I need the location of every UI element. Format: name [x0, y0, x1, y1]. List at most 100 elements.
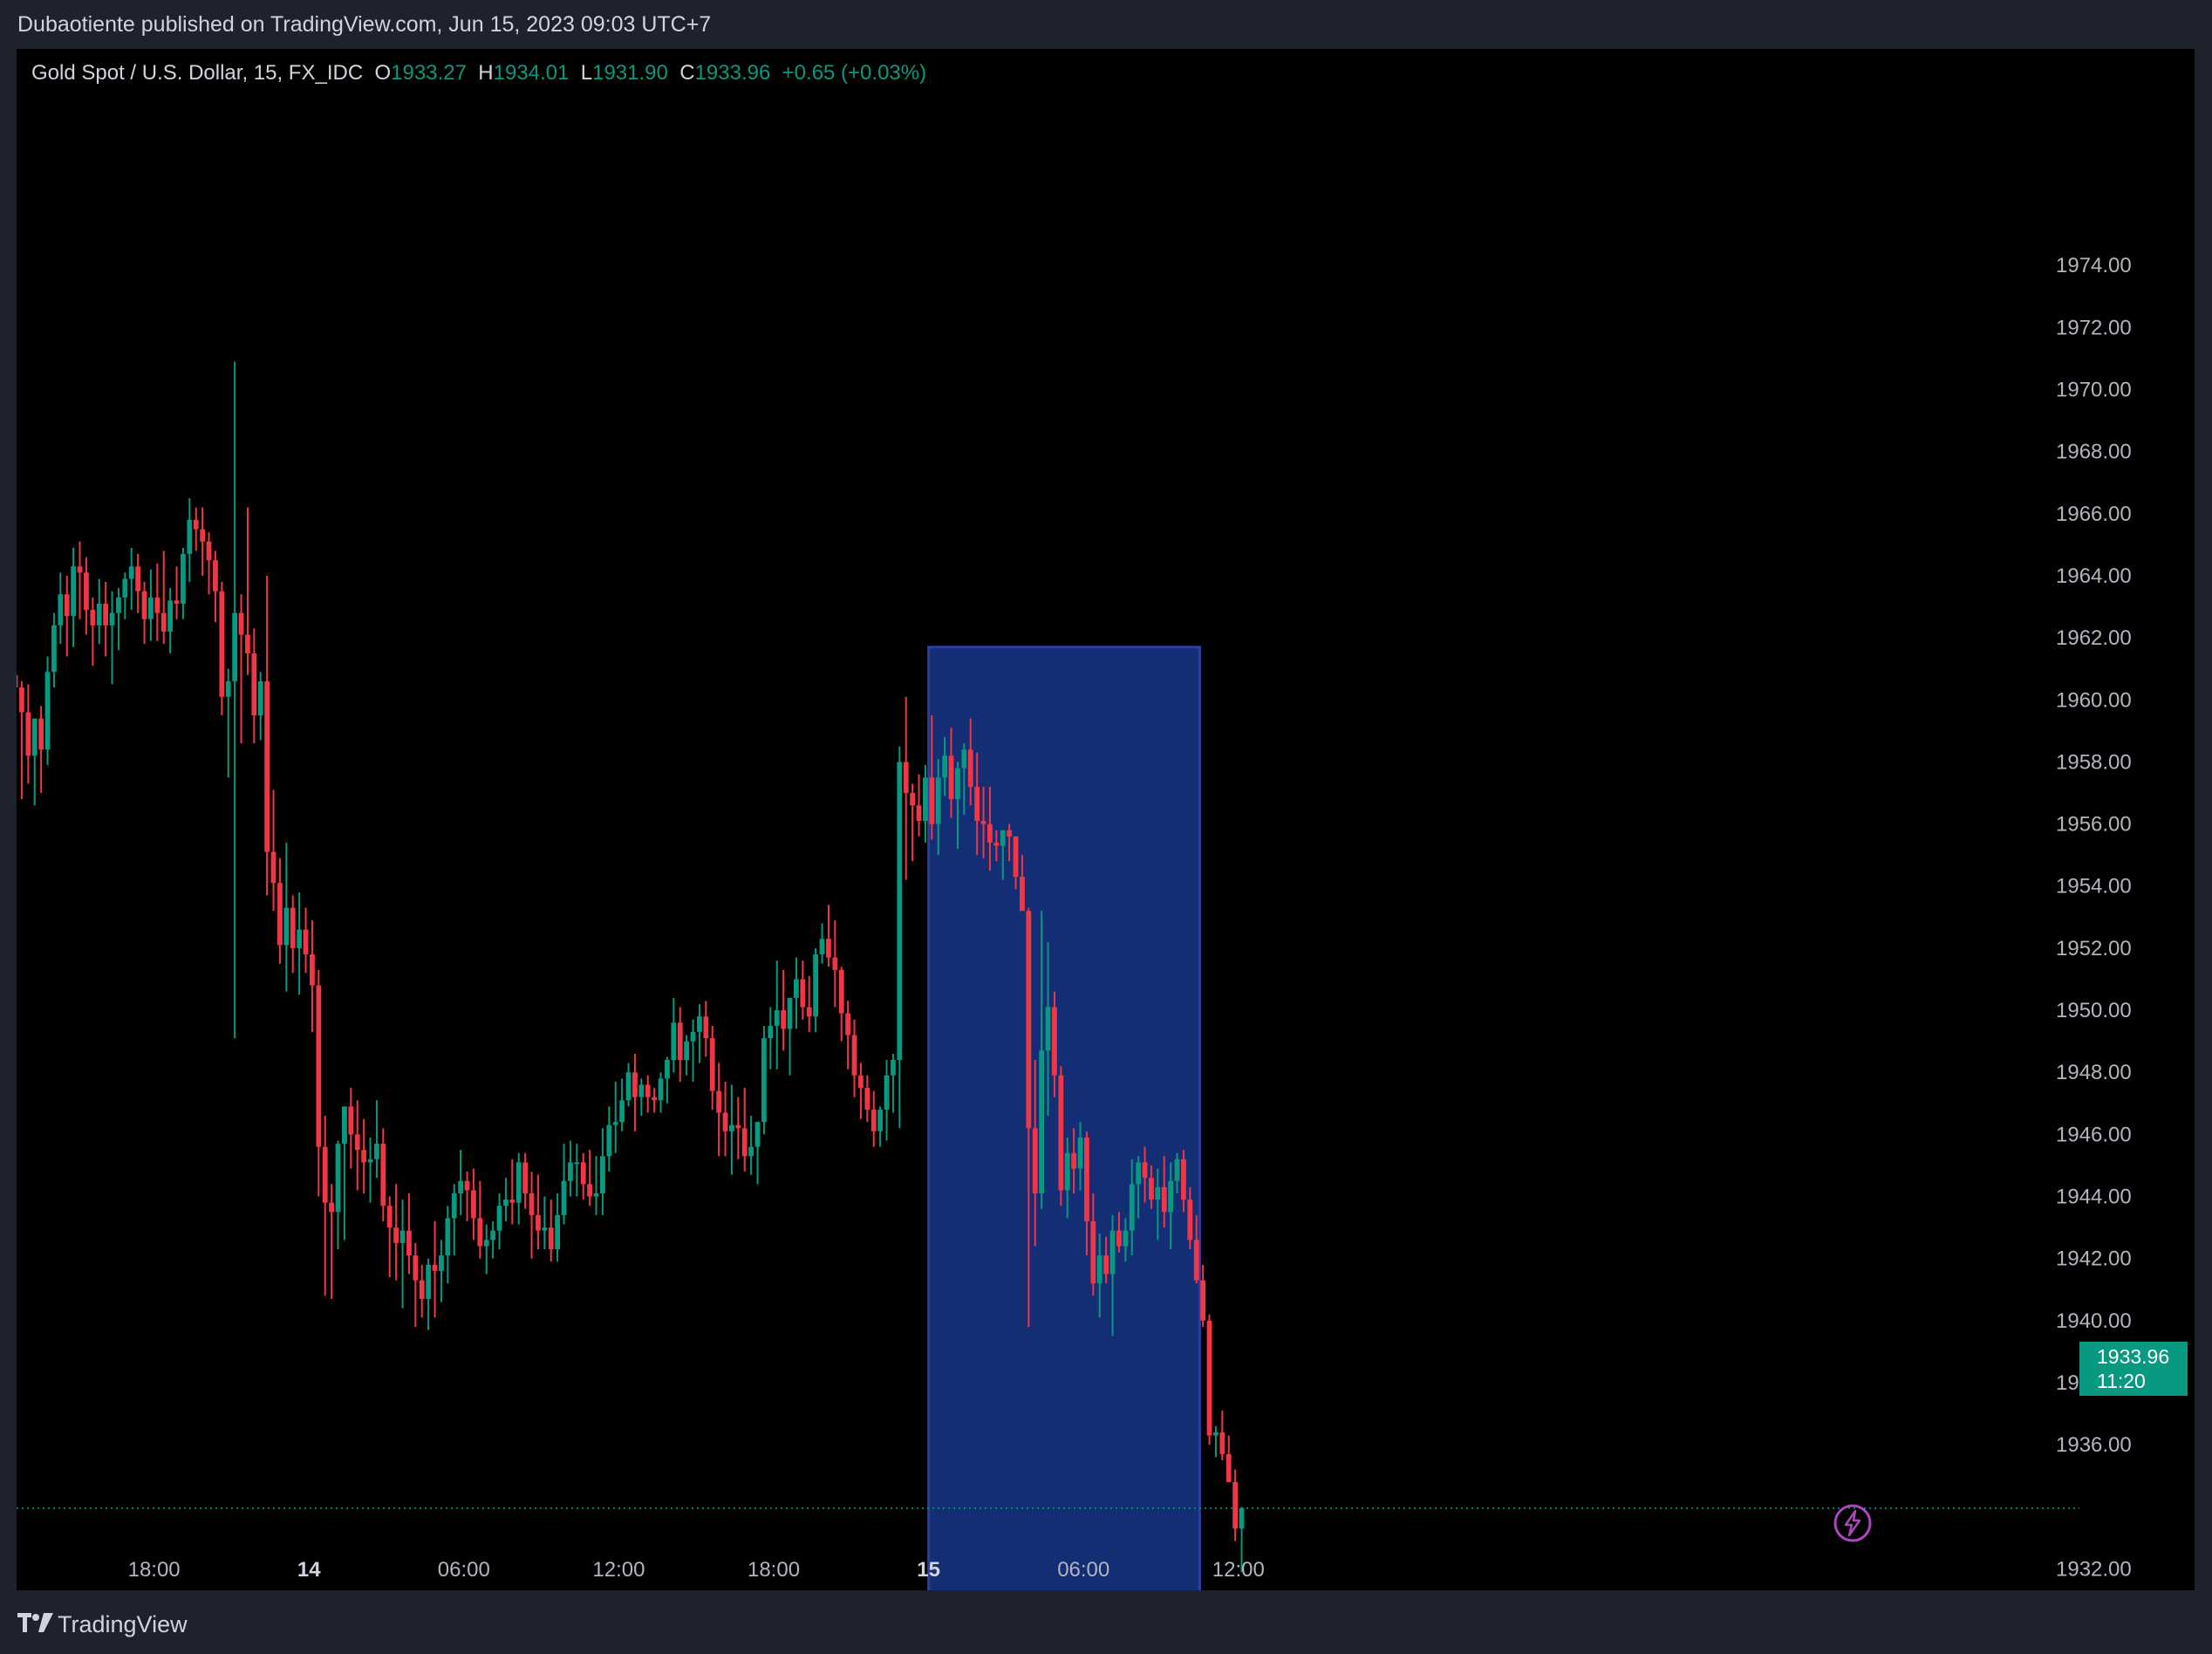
candle [781, 969, 787, 1051]
candle-body [348, 1106, 354, 1135]
candle-body [413, 1255, 419, 1281]
candle [1116, 1212, 1122, 1253]
x-axis-tick-label: 14 [297, 1558, 321, 1582]
candle [665, 1056, 670, 1104]
ohlc-legend: Gold Spot / U.S. Dollar, 15, FX_IDC O193… [31, 61, 926, 85]
x-axis-tick-label: 06:00 [438, 1558, 490, 1582]
candle-body [638, 1084, 645, 1097]
candle-body [219, 591, 225, 697]
candle [290, 895, 296, 974]
tradingview-brand[interactable]: TradingView [58, 1611, 188, 1637]
candle-body [580, 1162, 586, 1185]
candle-body [897, 762, 903, 1060]
chart-area[interactable]: 1974.00 1972.00 1970.00 1968.00 1966.00 1964.… [17, 49, 2195, 1590]
y-axis-tick-label: 1958.00 [2056, 750, 2132, 774]
candle-body [568, 1162, 573, 1181]
candle [116, 588, 121, 651]
candle [426, 1258, 432, 1330]
candle-body [761, 1038, 767, 1123]
candle-body [632, 1072, 638, 1097]
candle [832, 919, 838, 1008]
candle-body [1013, 836, 1019, 878]
candle-body [1136, 1162, 1142, 1185]
candle [193, 507, 199, 551]
candle-body [838, 969, 844, 1014]
candlestick-chart[interactable]: 1974.00 1972.00 1970.00 1968.00 1966.00 1964.… [17, 49, 2195, 1590]
candle [1219, 1411, 1225, 1460]
current-price-tag: 1933.96 11:20 [2079, 1342, 2188, 1396]
candle-body [303, 929, 309, 955]
candle [1090, 1193, 1096, 1296]
candle-body [116, 597, 121, 613]
candle-body [884, 1075, 890, 1110]
candle [845, 1001, 851, 1070]
tradingview-logo-icon[interactable] [17, 1613, 54, 1632]
candle [1084, 1131, 1089, 1256]
candle-body [1142, 1162, 1148, 1179]
candle-body [935, 777, 941, 824]
candle-body [1058, 1075, 1064, 1191]
candle-body [819, 939, 825, 955]
candle-body [813, 954, 819, 1017]
candle [225, 668, 231, 778]
candle [1000, 830, 1006, 880]
candle-body [31, 718, 38, 756]
candle [329, 1184, 335, 1299]
candle [1039, 911, 1045, 1209]
highlight-rectangle[interactable] [927, 646, 1201, 1590]
candle [181, 547, 186, 619]
candle-body [96, 603, 102, 625]
candle [399, 1199, 406, 1309]
candle-body [916, 805, 922, 822]
candle-body [251, 653, 257, 716]
current-price-value: 1933.96 [2097, 1345, 2170, 1368]
lightning-bolt-icon[interactable] [1833, 1503, 1873, 1548]
candle-body [361, 1150, 367, 1163]
candle-body [574, 1162, 580, 1165]
candle-body [38, 718, 44, 750]
candle [51, 612, 57, 688]
candle [297, 892, 303, 995]
candle-body [283, 907, 290, 946]
candle-body [128, 566, 134, 579]
candle [735, 1097, 741, 1159]
candle [1129, 1158, 1135, 1256]
candle-body [439, 1255, 444, 1271]
candle-body [426, 1264, 432, 1299]
candle [929, 715, 935, 840]
candle [1239, 1507, 1245, 1573]
candle [1058, 1066, 1064, 1206]
candle [652, 1088, 658, 1113]
candle [864, 1075, 870, 1123]
candle [458, 1150, 464, 1215]
candle [167, 588, 174, 653]
candle [858, 1063, 864, 1119]
x-axis-tick-label: 12:00 [592, 1558, 645, 1582]
candle [509, 1158, 515, 1225]
candle [270, 789, 276, 912]
candle-body [768, 1025, 774, 1039]
candle-body [310, 954, 315, 986]
candle-body [193, 519, 199, 530]
y-axis-tick-label: 1972.00 [2056, 316, 2132, 339]
candle-body [515, 1162, 522, 1203]
candle [645, 1075, 651, 1113]
candle [748, 1116, 754, 1175]
candle [542, 1196, 548, 1250]
candle [754, 1122, 761, 1185]
candle [31, 718, 38, 806]
candle-body [967, 749, 973, 787]
x-axis-tick-label: 18:00 [128, 1558, 181, 1582]
candle-body [658, 1078, 664, 1101]
candle [238, 594, 244, 744]
x-axis-tick-label: 18:00 [748, 1558, 800, 1582]
candle [993, 830, 1000, 862]
y-axis-tick-label: 1968.00 [2056, 441, 2132, 464]
candle-body [561, 1180, 567, 1215]
candle-body [1020, 877, 1025, 912]
candle-body [1007, 830, 1013, 837]
y-axis-tick-label: 1952.00 [2056, 937, 2132, 960]
candle-body [122, 578, 128, 598]
candle-body [135, 566, 141, 591]
candle-body [464, 1180, 470, 1191]
